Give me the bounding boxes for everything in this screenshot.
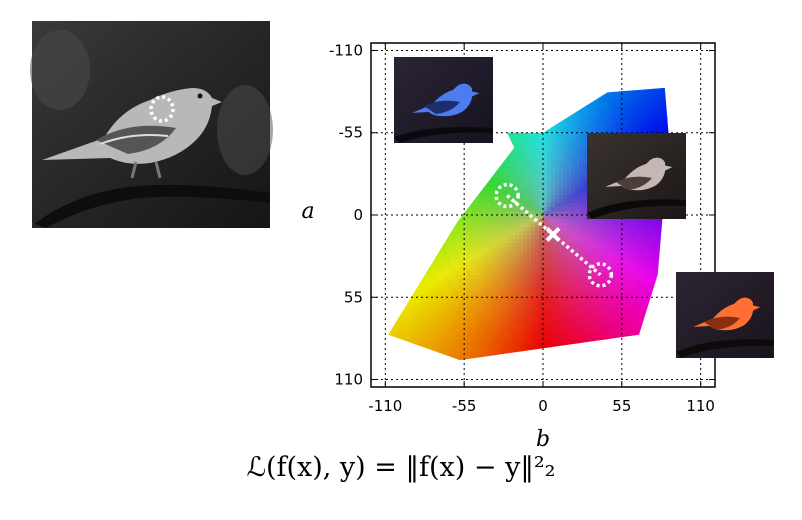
dashed-circle-icon [149, 95, 175, 123]
markers [494, 182, 614, 288]
input-photo [30, 21, 273, 228]
loss-formula: ℒ(f(x), y) = ‖f(x) − y‖²₂ [246, 452, 556, 483]
cross-icon [545, 227, 561, 242]
bird-gray [42, 88, 222, 179]
y-tick-label: -55 [339, 124, 364, 142]
dashed-circle-icon [587, 262, 614, 288]
y-tick-label: 110 [334, 371, 363, 389]
branch [34, 184, 270, 228]
y-tick-label: 0 [353, 206, 363, 224]
thumbnail-orange-bird [676, 272, 774, 358]
y-tick-label: -110 [329, 41, 363, 59]
bokeh-blob [217, 85, 273, 175]
x-tick-label: -110 [368, 397, 402, 415]
x-tick-label: 0 [538, 397, 548, 415]
y-tick-label: 55 [344, 288, 363, 306]
x-tick-label: -55 [452, 397, 477, 415]
bokeh-blob [30, 30, 90, 110]
x-tick-label: 110 [686, 397, 715, 415]
dashed-circle-icon [494, 182, 520, 209]
thumbnail-gray-bird [587, 133, 686, 219]
y-axis-label: a [301, 199, 314, 224]
x-tick-label: 55 [612, 397, 631, 415]
tick-labels: -110 -55 0 55 110 -110 -55 0 55 110 [329, 41, 715, 415]
x-axis-label: b [536, 427, 550, 452]
ab-plot: -110 -55 0 55 110 -110 -55 0 55 110 b a [301, 41, 716, 452]
thumbnail-blue-bird [394, 57, 493, 143]
